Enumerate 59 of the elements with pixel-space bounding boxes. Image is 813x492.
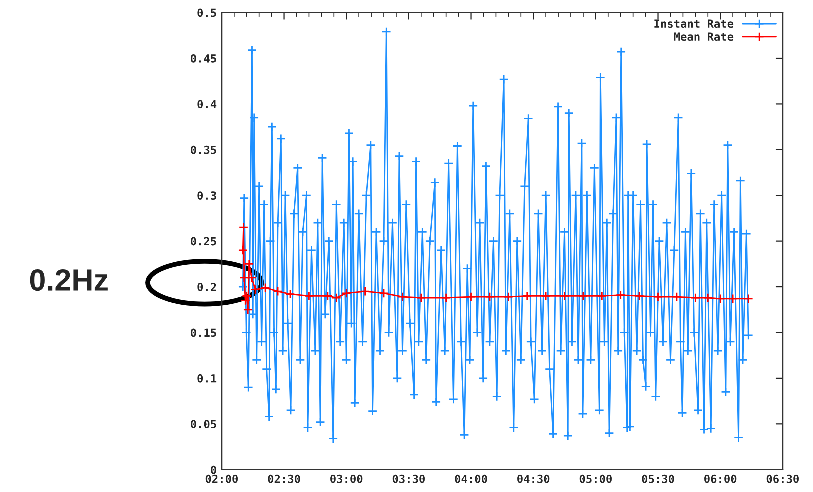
text: 0.2Hz bbox=[30, 269, 108, 292]
point bbox=[286, 289, 296, 300]
y-tick-label: 0.4 bbox=[198, 100, 217, 109]
x-tick-label: 03:30 bbox=[392, 474, 425, 484]
x-tick-label: 02:00 bbox=[206, 474, 238, 484]
y-tick-label: 0.15 bbox=[191, 328, 216, 338]
y-tick-label: 0.3 bbox=[198, 192, 216, 200]
y-tick-label: 0.25 bbox=[191, 237, 216, 246]
point bbox=[728, 294, 738, 304]
point bbox=[616, 290, 626, 300]
x-tick-label: 05:30 bbox=[642, 474, 674, 484]
point bbox=[260, 283, 270, 293]
x-tick-label: 06:30 bbox=[766, 474, 799, 484]
point bbox=[332, 293, 342, 303]
x-tick-label: 05:00 bbox=[580, 474, 612, 484]
y-tick-label: 0.35 bbox=[191, 146, 216, 154]
point bbox=[250, 284, 260, 295]
point bbox=[634, 291, 644, 302]
legend-label: Mean Rate bbox=[674, 32, 734, 42]
point bbox=[716, 294, 726, 304]
point bbox=[240, 273, 250, 283]
point bbox=[690, 293, 701, 303]
point bbox=[441, 293, 452, 303]
point bbox=[416, 293, 426, 303]
point bbox=[398, 292, 408, 302]
point bbox=[560, 291, 570, 302]
point bbox=[522, 291, 532, 302]
y-tick-label: 0.05 bbox=[191, 420, 216, 429]
point bbox=[541, 291, 551, 302]
point bbox=[323, 291, 333, 302]
point bbox=[504, 292, 514, 302]
point bbox=[653, 292, 664, 302]
point bbox=[485, 292, 495, 302]
point bbox=[244, 259, 254, 270]
x-tick-label: 02:30 bbox=[268, 474, 300, 484]
point bbox=[578, 291, 588, 302]
point bbox=[360, 286, 370, 296]
x-tick-label: 04:00 bbox=[455, 474, 488, 484]
point bbox=[703, 293, 713, 303]
x-tick-label: 03:00 bbox=[330, 474, 363, 484]
point bbox=[342, 288, 352, 298]
point bbox=[744, 294, 754, 304]
point bbox=[597, 291, 608, 302]
y-tick-label: 0.45 bbox=[191, 54, 216, 63]
legend-label: Instant Rate bbox=[654, 20, 734, 28]
x-tick-label: 06:00 bbox=[704, 474, 737, 484]
y-tick-label: 0.1 bbox=[198, 374, 217, 383]
point bbox=[243, 305, 253, 315]
x-tick-label: 04:30 bbox=[518, 474, 550, 484]
y-tick-label: 0.5 bbox=[198, 8, 216, 18]
point bbox=[304, 291, 314, 302]
point bbox=[379, 288, 389, 298]
point bbox=[238, 246, 248, 256]
point bbox=[672, 292, 682, 302]
point bbox=[273, 286, 283, 296]
y-tick-label: 0.2 bbox=[198, 283, 216, 292]
y-tick-label: 0 bbox=[211, 466, 216, 474]
point bbox=[247, 273, 257, 283]
point bbox=[466, 292, 476, 302]
